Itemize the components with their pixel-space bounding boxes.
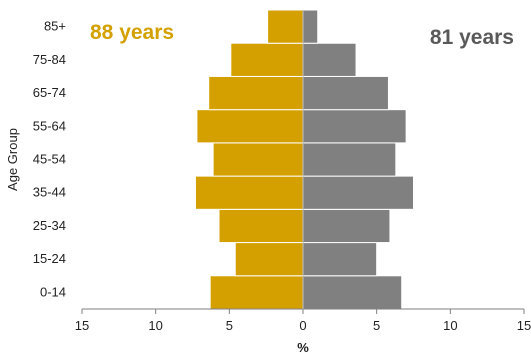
bar-left-25-34 [218, 208, 304, 244]
x-axis-title: % [297, 340, 309, 355]
y-tick-label: 15-24 [33, 251, 66, 266]
bar-right-25-34 [302, 208, 391, 244]
x-tick-label: 5 [373, 318, 380, 333]
y-tick-label: 25-34 [33, 218, 66, 233]
y-tick-label: 55-64 [33, 118, 66, 133]
bar-right-85+ [302, 9, 319, 44]
bar-left-15-24 [234, 242, 304, 277]
y-tick-label: 65-74 [33, 85, 66, 100]
bar-left-85+ [267, 9, 304, 44]
y-tick-label: 0-14 [40, 284, 66, 299]
bar-left-55-64 [196, 109, 304, 144]
x-tick-label: 15 [75, 318, 89, 333]
x-tick-label: 15 [517, 318, 531, 333]
bar-right-0-14 [302, 275, 403, 310]
annotation-left: 88 years [90, 21, 174, 44]
bar-right-35-44 [302, 175, 414, 210]
bar-left-35-44 [194, 175, 304, 210]
x-tick-label: 5 [226, 318, 233, 333]
y-tick-label: 75-84 [33, 52, 66, 67]
bar-right-15-24 [302, 242, 378, 277]
bar-right-65-74 [302, 75, 389, 111]
y-tick-label: 45-54 [33, 152, 66, 167]
y-tick-label: 35-44 [33, 185, 66, 200]
bar-left-45-54 [212, 142, 304, 177]
bar-right-45-54 [302, 142, 397, 177]
x-tick-label: 0 [299, 318, 306, 333]
x-tick-label: 10 [148, 318, 162, 333]
annotation-right: 81 years [430, 26, 514, 49]
y-tick-label: 85+ [44, 19, 66, 34]
x-tick-label: 10 [443, 318, 457, 333]
bar-right-75-84 [302, 42, 357, 77]
bar-left-75-84 [230, 42, 304, 77]
bar-left-0-14 [209, 275, 304, 310]
y-axis-title: Age Group [5, 128, 20, 191]
bar-left-65-74 [208, 75, 304, 111]
bar-right-55-64 [302, 109, 407, 144]
